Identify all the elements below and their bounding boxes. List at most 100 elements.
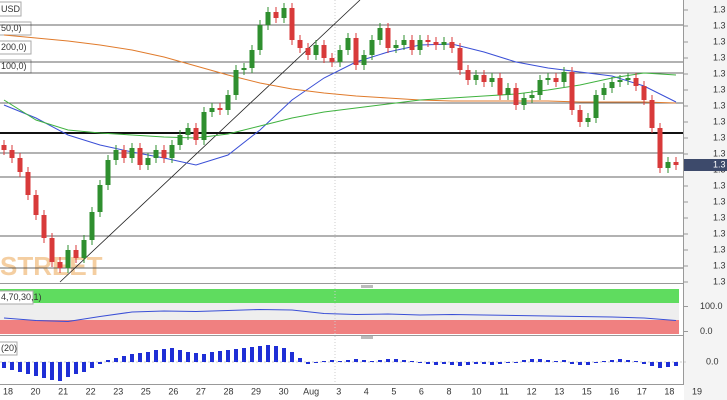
y-tick-label: 1.3 xyxy=(713,180,726,190)
x-tick-label: 30 xyxy=(279,386,289,396)
momentum-bar xyxy=(298,358,302,362)
momentum-bar xyxy=(490,362,494,365)
y-tick-label: 1.3 xyxy=(713,100,726,110)
candle-body xyxy=(641,86,647,100)
y-tick-label: 1.3 xyxy=(713,148,726,158)
candle-body xyxy=(121,150,127,158)
candle-body xyxy=(249,50,255,68)
legend-label: 200,0) xyxy=(1,42,27,52)
legend-box xyxy=(0,40,32,55)
momentum-bar xyxy=(34,362,38,376)
candle-body xyxy=(369,40,375,55)
candle-body xyxy=(385,28,391,48)
momentum-bar xyxy=(138,353,142,362)
candle-body xyxy=(233,70,239,95)
momentum-bar xyxy=(274,346,278,362)
momentum-bar xyxy=(210,352,214,362)
candle-body xyxy=(521,98,527,105)
momentum-bar xyxy=(642,362,646,364)
x-tick-label: 8 xyxy=(446,386,451,396)
momentum-bar xyxy=(546,360,550,362)
symbol: USD xyxy=(1,4,21,14)
momentum-bar xyxy=(418,362,422,363)
momentum-bar xyxy=(386,359,390,362)
momentum-bar xyxy=(538,359,542,362)
momentum-bar xyxy=(474,362,478,364)
candle-body xyxy=(553,78,559,82)
rsi-label: 4,70,30,1) xyxy=(1,292,42,302)
x-tick-label: 12 xyxy=(527,386,537,396)
candle-body xyxy=(393,45,399,48)
x-tick-label: 17 xyxy=(637,386,647,396)
momentum-bar xyxy=(650,362,654,366)
y-tick-label: 1.3 xyxy=(713,68,726,78)
momentum-bar xyxy=(666,362,670,367)
momentum-bar xyxy=(114,358,118,362)
candle-body xyxy=(513,88,519,105)
candle-body xyxy=(25,172,31,195)
candle-body xyxy=(433,42,439,45)
candle-body xyxy=(225,95,231,110)
candle-body xyxy=(217,108,223,110)
momentum-bar xyxy=(522,360,526,362)
x-tick-label: 29 xyxy=(251,386,261,396)
momentum-label: (20) xyxy=(1,343,17,353)
y-tick-label: 1.3 xyxy=(713,84,726,94)
candle-body xyxy=(321,45,327,58)
x-tick-label: 11 xyxy=(499,386,508,396)
candle-body xyxy=(81,240,87,258)
candle-body xyxy=(305,48,311,55)
candle-body xyxy=(49,238,55,262)
momentum-bar xyxy=(218,351,222,362)
candle-body xyxy=(617,80,623,82)
candle-body xyxy=(377,28,383,40)
x-tick-label: 19 xyxy=(692,386,702,396)
candle-body xyxy=(9,150,15,158)
momentum-bar xyxy=(74,362,78,374)
momentum-bar xyxy=(282,348,286,362)
momentum-bar xyxy=(370,361,374,362)
momentum-bar xyxy=(58,362,62,381)
legend-label: 100,0) xyxy=(1,61,27,71)
candle-body xyxy=(57,262,63,268)
candle-body xyxy=(473,75,479,80)
candle-body xyxy=(169,145,175,158)
candle-body xyxy=(17,158,23,172)
candle-body xyxy=(657,128,663,168)
symbol-box xyxy=(0,1,22,17)
x-tick-label: 10 xyxy=(472,386,482,396)
candle-body xyxy=(73,250,79,258)
candle-body xyxy=(625,78,631,80)
x-tick-label: 23 xyxy=(113,386,123,396)
momentum-bar xyxy=(170,348,174,362)
candle-body xyxy=(113,150,119,160)
momentum-bar xyxy=(634,361,638,362)
momentum-bar xyxy=(618,359,622,362)
x-tick-label: 15 xyxy=(582,386,592,396)
momentum-bar xyxy=(98,362,102,364)
x-tick-label: Aug xyxy=(303,386,319,396)
y-tick-label: 1.3 xyxy=(713,228,726,238)
candle-body xyxy=(497,78,503,95)
momentum-bar xyxy=(234,349,238,362)
x-tick-label: 28 xyxy=(223,386,233,396)
candle-body xyxy=(649,100,655,128)
momentum-bar xyxy=(2,362,6,368)
candle-body xyxy=(105,160,111,185)
momentum-bar xyxy=(610,360,614,362)
candle-body xyxy=(529,95,535,98)
momentum-bar xyxy=(10,362,14,370)
candle-body xyxy=(177,135,183,145)
candle-body xyxy=(41,215,47,238)
x-tick-label: 22 xyxy=(86,386,96,396)
momentum-bar xyxy=(122,356,126,362)
momentum-bar xyxy=(290,352,294,362)
momentum-bar xyxy=(90,362,94,368)
candle-body xyxy=(481,75,487,82)
candle-body xyxy=(665,162,671,168)
neutral-zone xyxy=(0,303,679,320)
candle-body xyxy=(577,110,583,122)
momentum-bar xyxy=(410,361,414,362)
legend-label: 50,0) xyxy=(1,23,22,33)
candle-body xyxy=(289,8,295,40)
